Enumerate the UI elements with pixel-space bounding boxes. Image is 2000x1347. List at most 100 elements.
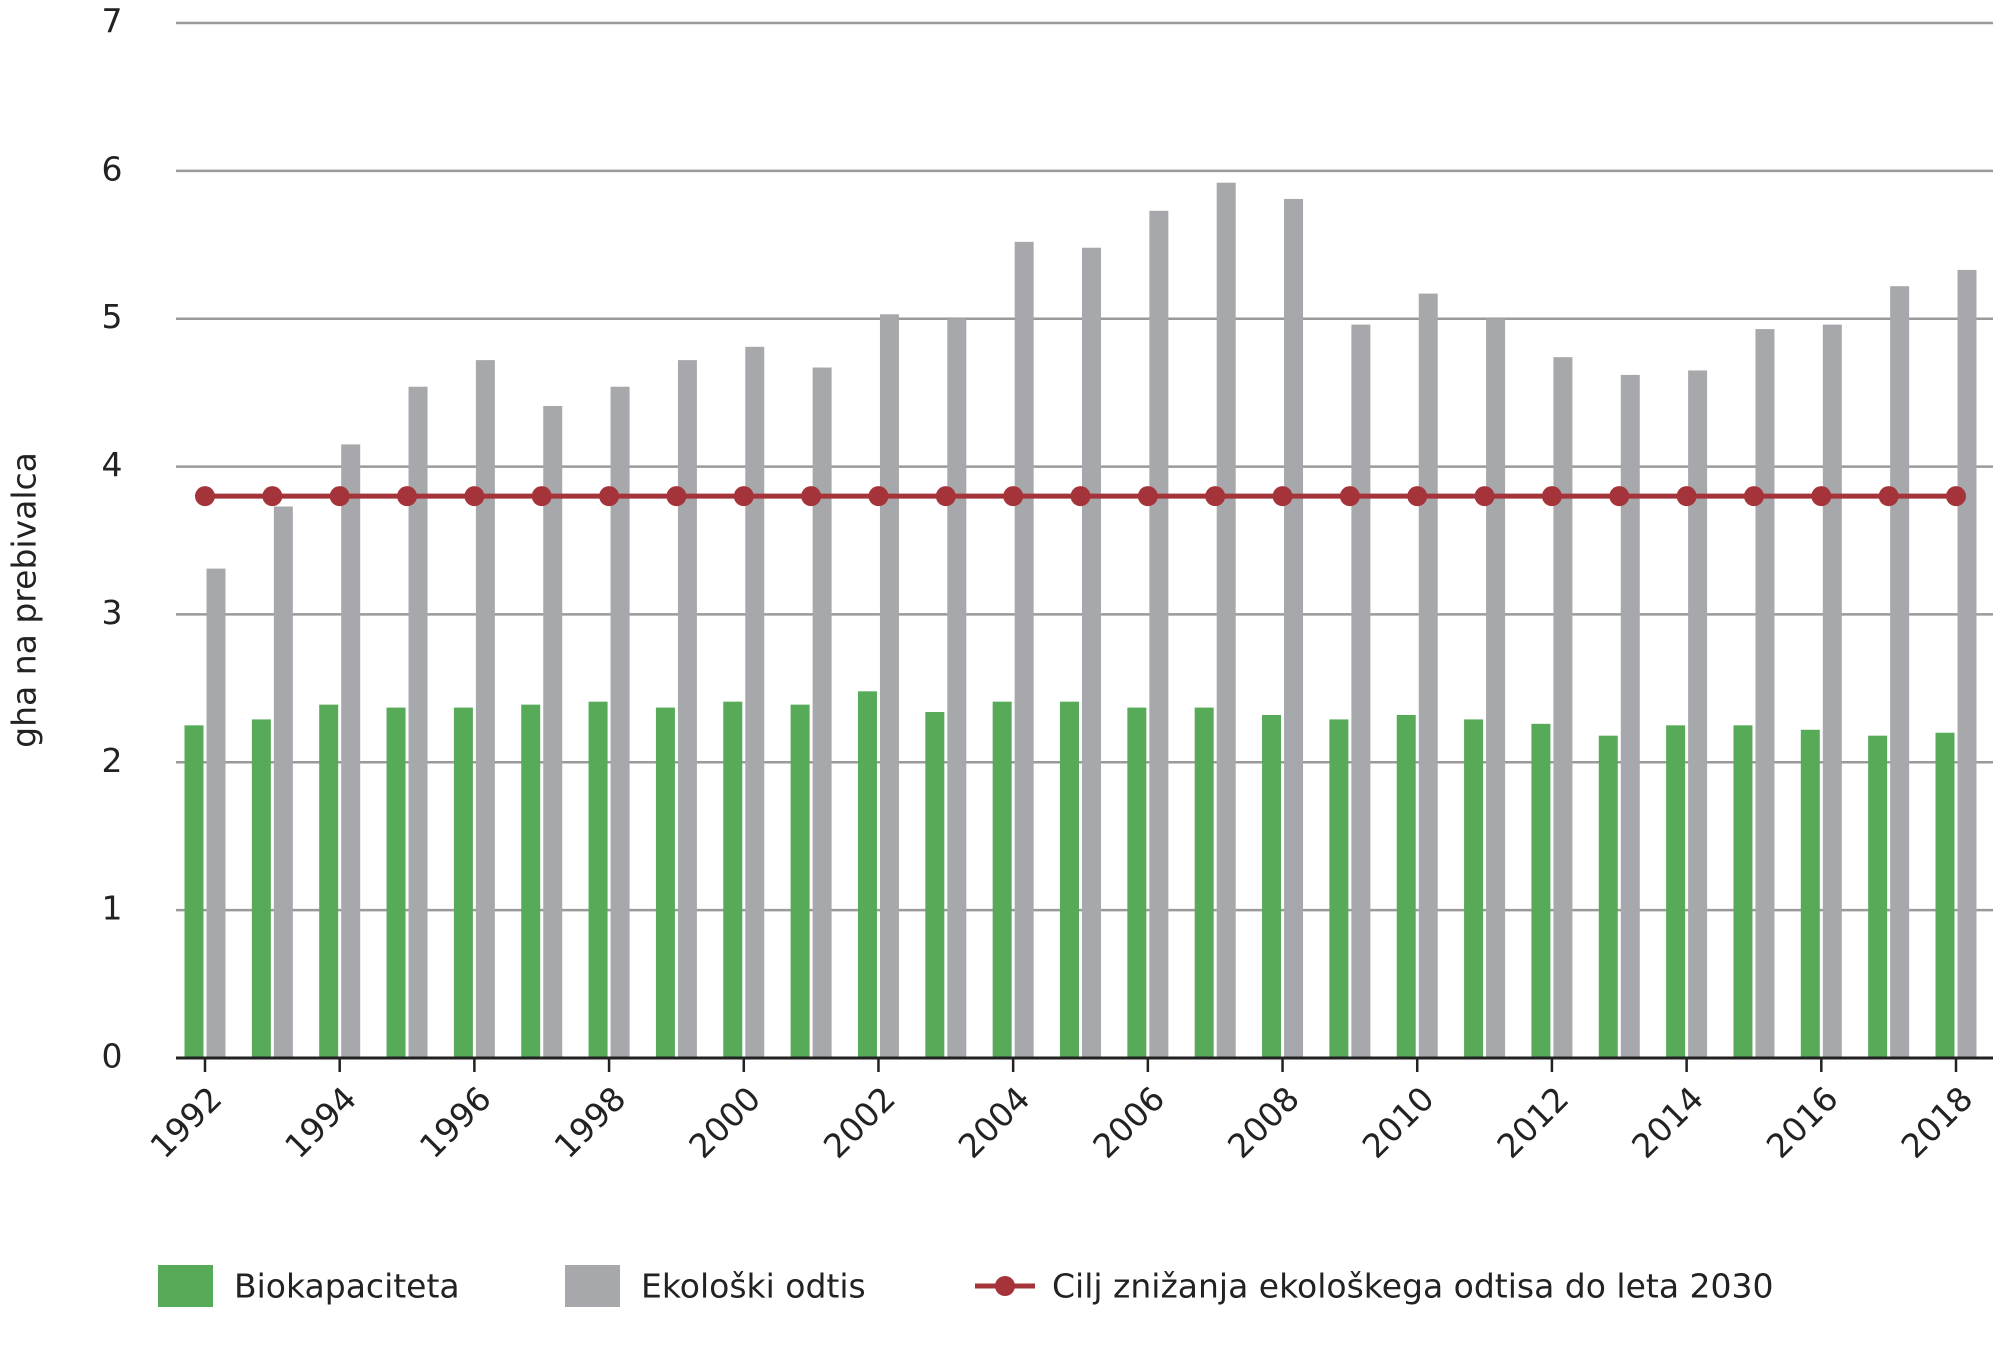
x-tick-label: 1998 <box>546 1079 633 1166</box>
bar <box>1935 732 1955 1058</box>
y-tick-label: 2 <box>102 741 123 780</box>
bar <box>1329 719 1349 1058</box>
bar <box>1822 324 1842 1059</box>
target-point <box>733 486 754 507</box>
x-tick-label: 2000 <box>681 1079 768 1166</box>
y-tick-label: 0 <box>102 1037 123 1076</box>
bar <box>206 568 226 1058</box>
bar <box>1418 293 1438 1058</box>
bar <box>1060 701 1079 1058</box>
x-tick-label: 2010 <box>1355 1079 1442 1166</box>
bar <box>1531 723 1551 1058</box>
bar <box>1014 241 1034 1059</box>
target-point <box>599 486 620 507</box>
target-point <box>329 486 350 507</box>
bar <box>1486 318 1506 1058</box>
legend-label: Ekološki odtis <box>641 1267 866 1306</box>
legend-swatch <box>995 1276 1015 1296</box>
legend-swatch <box>158 1265 213 1307</box>
x-tick-label: 2004 <box>951 1079 1038 1166</box>
legend-label: Biokapaciteta <box>234 1267 460 1306</box>
bar <box>1868 735 1888 1058</box>
bar <box>1890 286 1910 1059</box>
bar <box>251 719 271 1058</box>
target-point <box>1878 486 1899 507</box>
bar <box>1284 198 1304 1058</box>
bar <box>1396 714 1416 1058</box>
bar <box>1800 729 1820 1058</box>
bar <box>1194 707 1214 1058</box>
target-point <box>1272 486 1293 507</box>
target-point <box>666 486 687 507</box>
bar <box>1598 735 1618 1058</box>
bar <box>1149 210 1169 1058</box>
y-tick-label: 7 <box>102 2 123 41</box>
bar <box>453 707 473 1058</box>
target-point <box>801 486 822 507</box>
bar <box>1082 247 1101 1058</box>
bar <box>745 346 765 1058</box>
x-tick-label: 2002 <box>816 1079 903 1166</box>
y-tick-label: 6 <box>102 149 123 188</box>
target-point <box>195 486 215 507</box>
bar <box>1666 725 1686 1058</box>
x-tick-label: 1994 <box>277 1079 364 1166</box>
bar <box>723 701 743 1058</box>
bar <box>543 405 563 1058</box>
x-tick-label: 2008 <box>1220 1079 1307 1166</box>
bar <box>610 386 630 1058</box>
bar <box>1620 374 1640 1058</box>
bar <box>1957 269 1977 1059</box>
x-tick-label: 2006 <box>1085 1079 1172 1166</box>
x-tick-label: 1992 <box>142 1079 229 1166</box>
bar <box>1262 714 1282 1058</box>
bar <box>947 318 967 1058</box>
target-point <box>1407 486 1428 507</box>
bar <box>475 360 495 1059</box>
target-point <box>397 486 418 507</box>
target-point <box>1811 486 1832 507</box>
bar <box>1733 725 1753 1058</box>
y-axis-label: gha na prebivalca <box>5 452 44 748</box>
target-point <box>1676 486 1697 507</box>
bar <box>1216 182 1236 1058</box>
target-point <box>531 486 552 507</box>
x-tick-label: 1996 <box>412 1079 499 1166</box>
target-point <box>1070 486 1091 507</box>
bar <box>677 360 697 1059</box>
legend-swatch <box>565 1265 620 1307</box>
target-point <box>1137 486 1158 507</box>
bar <box>812 367 832 1058</box>
target-point <box>1339 486 1360 507</box>
y-tick-label: 4 <box>102 445 123 484</box>
bar <box>790 704 810 1058</box>
y-tick-label: 3 <box>102 593 123 632</box>
bar <box>386 707 406 1058</box>
target-point <box>464 486 485 507</box>
x-tick-label: 2018 <box>1893 1079 1980 1166</box>
bar <box>319 704 339 1058</box>
target-point <box>1541 486 1562 507</box>
y-tick-label: 5 <box>102 297 123 336</box>
x-tick-label: 2014 <box>1624 1079 1711 1166</box>
target-point <box>1205 486 1226 507</box>
target-point <box>1743 486 1764 507</box>
bar <box>588 701 608 1058</box>
bar <box>341 444 361 1059</box>
bar <box>1755 329 1775 1058</box>
bar <box>1127 707 1147 1058</box>
bar <box>925 712 945 1058</box>
target-point <box>262 486 283 507</box>
target-point <box>1946 486 1966 507</box>
bar <box>1351 324 1371 1059</box>
bar <box>408 386 428 1058</box>
target-point <box>1003 486 1024 507</box>
target-point <box>1474 486 1495 507</box>
bar <box>1688 370 1708 1058</box>
bar <box>184 725 204 1058</box>
target-point <box>935 486 956 507</box>
target-point <box>868 486 889 507</box>
bar <box>655 707 675 1058</box>
